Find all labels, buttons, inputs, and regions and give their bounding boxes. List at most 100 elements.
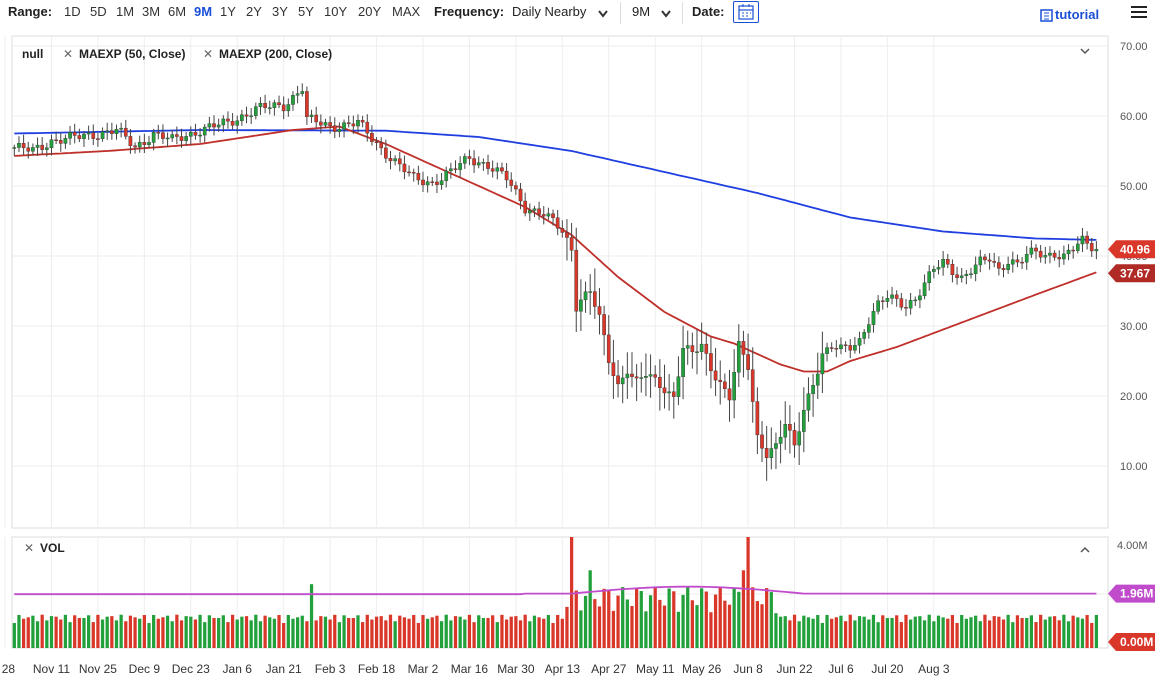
volume-bar: [658, 599, 662, 648]
volume-bar: [635, 588, 639, 648]
chevron-down-icon[interactable]: [660, 9, 672, 19]
volume-bar: [300, 615, 304, 648]
range-button-3m[interactable]: 3M: [142, 4, 161, 19]
volume-bar: [695, 605, 699, 648]
volume-bar: [142, 615, 146, 648]
range-button-max[interactable]: MAX: [392, 4, 421, 19]
candle: [305, 91, 309, 117]
period-select[interactable]: 9M: [632, 4, 651, 19]
volume-bar: [834, 617, 838, 648]
volume-bar: [91, 622, 95, 648]
candle: [593, 291, 597, 307]
candle: [1085, 235, 1089, 244]
candle: [606, 334, 611, 363]
volume-bar: [857, 616, 862, 648]
volume-bar: [1094, 614, 1099, 648]
candle: [699, 343, 704, 352]
candle: [764, 448, 769, 458]
volume-pane: [11, 536, 1109, 649]
grid: [4, 35, 1109, 649]
volume-bar: [941, 617, 945, 648]
volume-bar: [936, 615, 941, 648]
frequency-select[interactable]: Daily Nearby: [512, 4, 587, 19]
x-tick-label: Nov 25: [79, 662, 117, 676]
candle: [746, 354, 750, 370]
candle: [676, 376, 681, 397]
volume-bar: [955, 622, 959, 648]
last-close-tag-shape: [1108, 240, 1155, 259]
volume-bar: [667, 588, 671, 648]
range-button-1y[interactable]: 1Y: [220, 4, 236, 19]
range-button-1d[interactable]: 1D: [64, 4, 81, 19]
range-button-20y[interactable]: 20Y: [358, 4, 382, 19]
tutorial-icon[interactable]: [1040, 9, 1053, 22]
volume-bar: [848, 614, 852, 648]
volume-bar: [509, 616, 513, 648]
volume-bar: [449, 620, 453, 648]
candle: [927, 271, 932, 284]
candle: [811, 385, 815, 394]
volume-bar: [1062, 614, 1066, 648]
volume-bar: [156, 618, 160, 648]
candle: [969, 273, 973, 275]
candle: [880, 300, 885, 302]
collapse-down-icon: [1080, 48, 1090, 55]
candle: [857, 338, 862, 346]
volume-bar: [755, 601, 759, 648]
volume-bar: [662, 605, 667, 648]
candle: [17, 142, 21, 148]
range-button-5y[interactable]: 5Y: [298, 4, 314, 19]
range-button-9m[interactable]: 9M: [194, 4, 213, 19]
volume-bar: [987, 620, 992, 648]
volume-bar: [384, 620, 388, 648]
range-button-3y[interactable]: 3Y: [272, 4, 288, 19]
volume-bar: [1048, 616, 1052, 648]
x-tick-label: Jun 22: [777, 662, 813, 676]
candle: [337, 128, 342, 132]
legend-item: MAEXP (50, Close): [79, 47, 185, 61]
tutorial-link[interactable]: tutorial: [1055, 7, 1100, 22]
volume-bar: [59, 619, 63, 648]
candle: [518, 188, 523, 202]
candle: [72, 132, 77, 136]
volume-bar: [978, 621, 982, 648]
candle: [541, 214, 546, 217]
range-button-10y[interactable]: 10Y: [324, 4, 348, 19]
y-tick-label: 20.00: [1120, 391, 1148, 403]
volume-bar: [138, 618, 142, 648]
volume-bar: [1039, 614, 1043, 648]
volume-bar: [1029, 615, 1033, 648]
volume-bar: [820, 622, 825, 648]
volume-bar: [862, 616, 866, 648]
legend-item: MAEXP (200, Close): [219, 47, 332, 61]
menu-icon[interactable]: [1131, 6, 1147, 20]
volume-bar: [402, 617, 407, 648]
candle: [12, 147, 17, 149]
candle: [741, 341, 746, 355]
price-tags: 40.96 37.67 1.96M 0.00M: [1108, 240, 1155, 651]
range-button-6m[interactable]: 6M: [168, 4, 187, 19]
candle: [365, 121, 370, 134]
chevron-down-icon[interactable]: [597, 9, 609, 19]
volume-bar: [458, 616, 462, 648]
range-button-1m[interactable]: 1M: [116, 4, 135, 19]
ma50-path: [14, 125, 1097, 373]
volume-bar: [282, 623, 286, 648]
candle: [263, 103, 267, 108]
date-button[interactable]: [733, 1, 759, 23]
candle: [1020, 261, 1024, 264]
candle: [760, 434, 764, 449]
legend-item: null: [22, 47, 43, 61]
volume-bar: [653, 587, 657, 648]
volume-bar: [426, 618, 430, 648]
volume-bar: [82, 617, 86, 648]
candle: [249, 115, 253, 117]
volume-bar: [528, 621, 532, 648]
range-button-5d[interactable]: 5D: [90, 4, 107, 19]
candle: [792, 430, 797, 446]
volume-bar: [286, 614, 290, 648]
candle: [332, 125, 337, 132]
range-button-2y[interactable]: 2Y: [246, 4, 262, 19]
volume-bar: [365, 614, 369, 648]
calendar-icon: [738, 4, 754, 20]
